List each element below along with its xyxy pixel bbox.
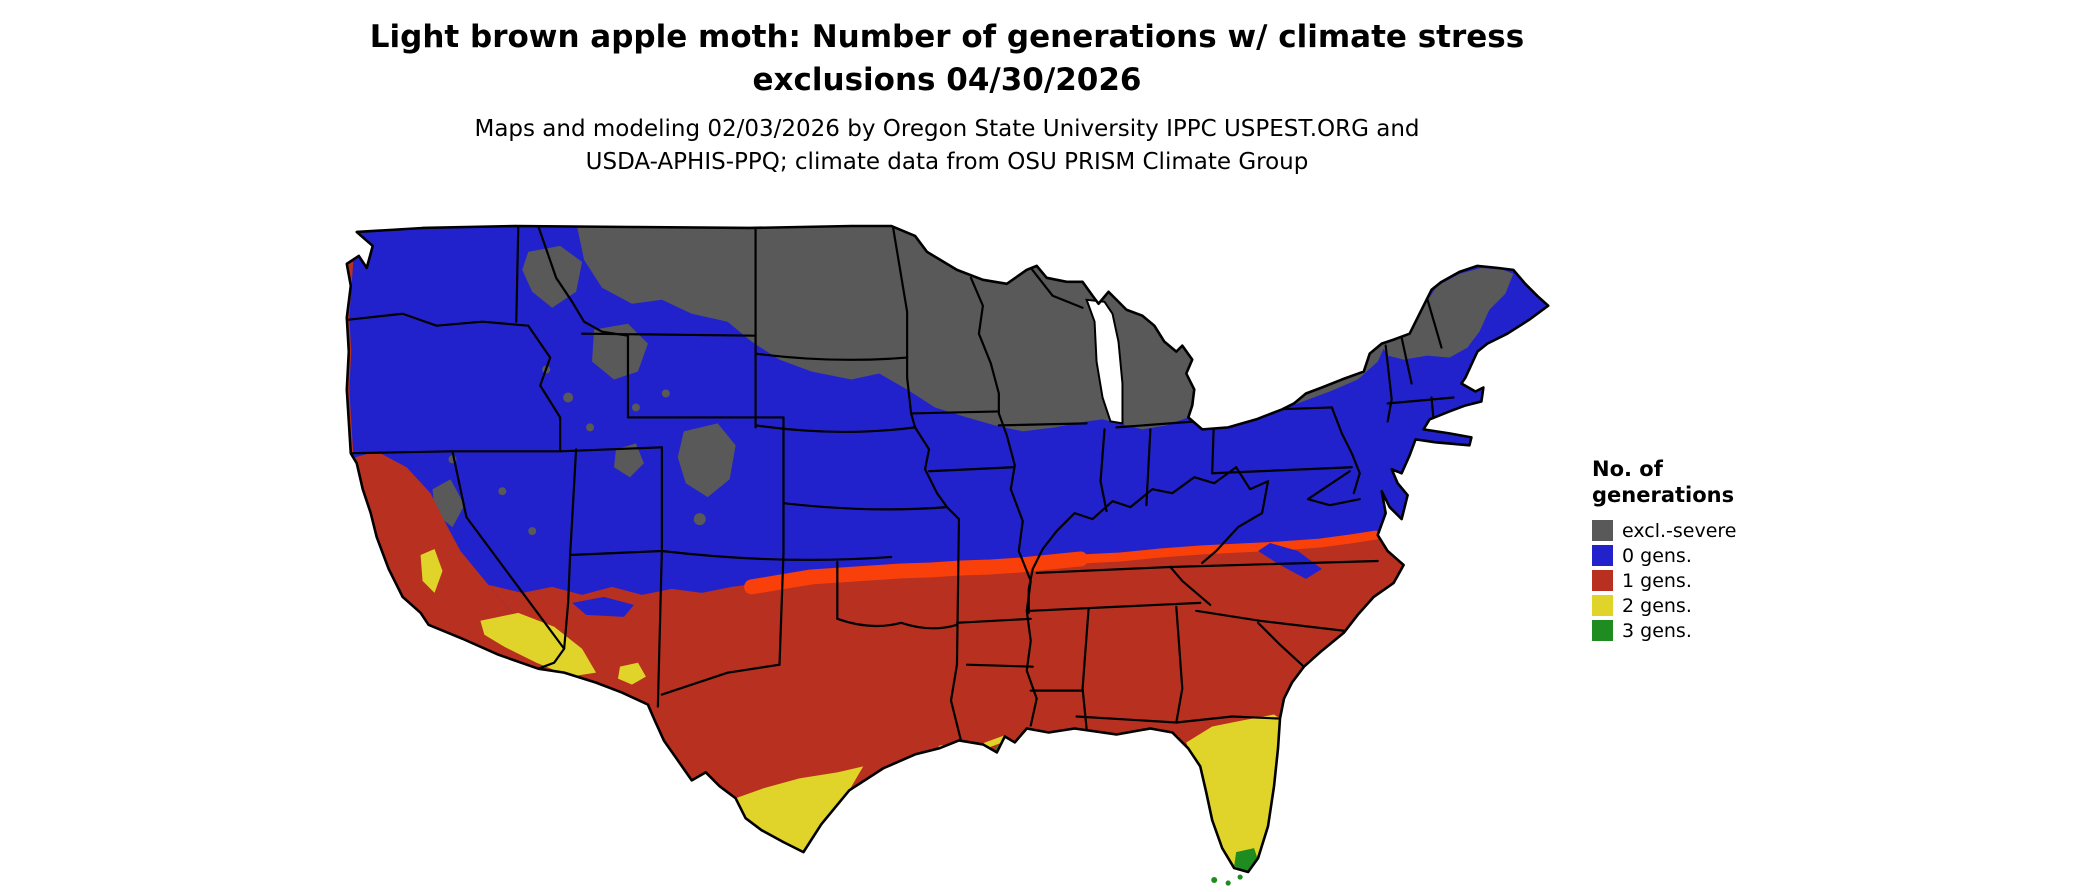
appalachian-blue-pocket [1258,543,1322,579]
legend-label-3-gens: 3 gens. [1622,619,1692,642]
page-title-line1: Light brown apple moth: Number of genera… [369,19,1525,55]
arizona-desert-yellow [480,612,597,677]
legend-swatch-excl-severe [1592,520,1613,541]
legend-swatch-3-gens [1592,620,1613,641]
map-svg [345,224,1550,886]
page-title-line2: exclusions 04/30/2026 [752,62,1142,98]
legend-label-0-gens: 0 gens. [1622,544,1692,567]
region-0-gens-pockets [572,543,1322,617]
legend-title-line1: No. of [1592,457,1663,481]
legend-item-1-gens: 1 gens. [1592,568,1737,593]
legend-item-excl-severe: excl.-severe [1592,518,1737,543]
region-excl-severe-rockies [432,245,736,536]
florida-yellow [1186,714,1280,873]
legend-items: excl.-severe 0 gens. 1 gens. 2 gens. 3 g… [1592,518,1737,643]
legend-title-line2: generations [1592,483,1735,507]
legend-label-2-gens: 2 gens. [1622,594,1692,617]
lake-michigan [1085,298,1124,425]
us-coastline-outline [345,224,1550,874]
south-texas-yellow [735,766,864,853]
subtitle-line1: Maps and modeling 02/03/2026 by Oregon S… [474,116,1420,142]
map-legend: No. of generations excl.-severe 0 gens. … [1592,456,1737,643]
region-3-gens-florida-keys [1211,874,1243,886]
region-1-gens-south [488,535,1404,873]
subtitle: Maps and modeling 02/03/2026 by Oregon S… [0,113,1894,179]
region-2-gens [420,549,1280,873]
subtitle-line2: USDA-APHIS-PPQ; climate data from OSU PR… [585,149,1309,175]
region-1-gens-california [350,451,536,667]
legend-item-2-gens: 2 gens. [1592,593,1737,618]
legend-item-0-gens: 0 gens. [1592,543,1737,568]
mogollon-blue-pocket [572,596,634,617]
state-borders [346,225,1455,750]
legend-swatch-2-gens [1592,595,1613,616]
region-1-gens-hot-band [744,530,1381,595]
map-regions [346,225,1549,873]
legend-swatch-1-gens [1592,570,1613,591]
legend-label-1-gens: 1 gens. [1622,569,1692,592]
central-valley-yellow [420,549,443,593]
us-generations-map [332,222,1560,890]
legend-swatch-0-gens [1592,545,1613,566]
header: Light brown apple moth: Number of genera… [0,16,1894,179]
legend-item-3-gens: 3 gens. [1592,618,1737,643]
region-excl-severe-new-england [1381,267,1514,360]
el-paso-yellow [617,662,646,685]
legend-label-excl-severe: excl.-severe [1622,519,1737,542]
